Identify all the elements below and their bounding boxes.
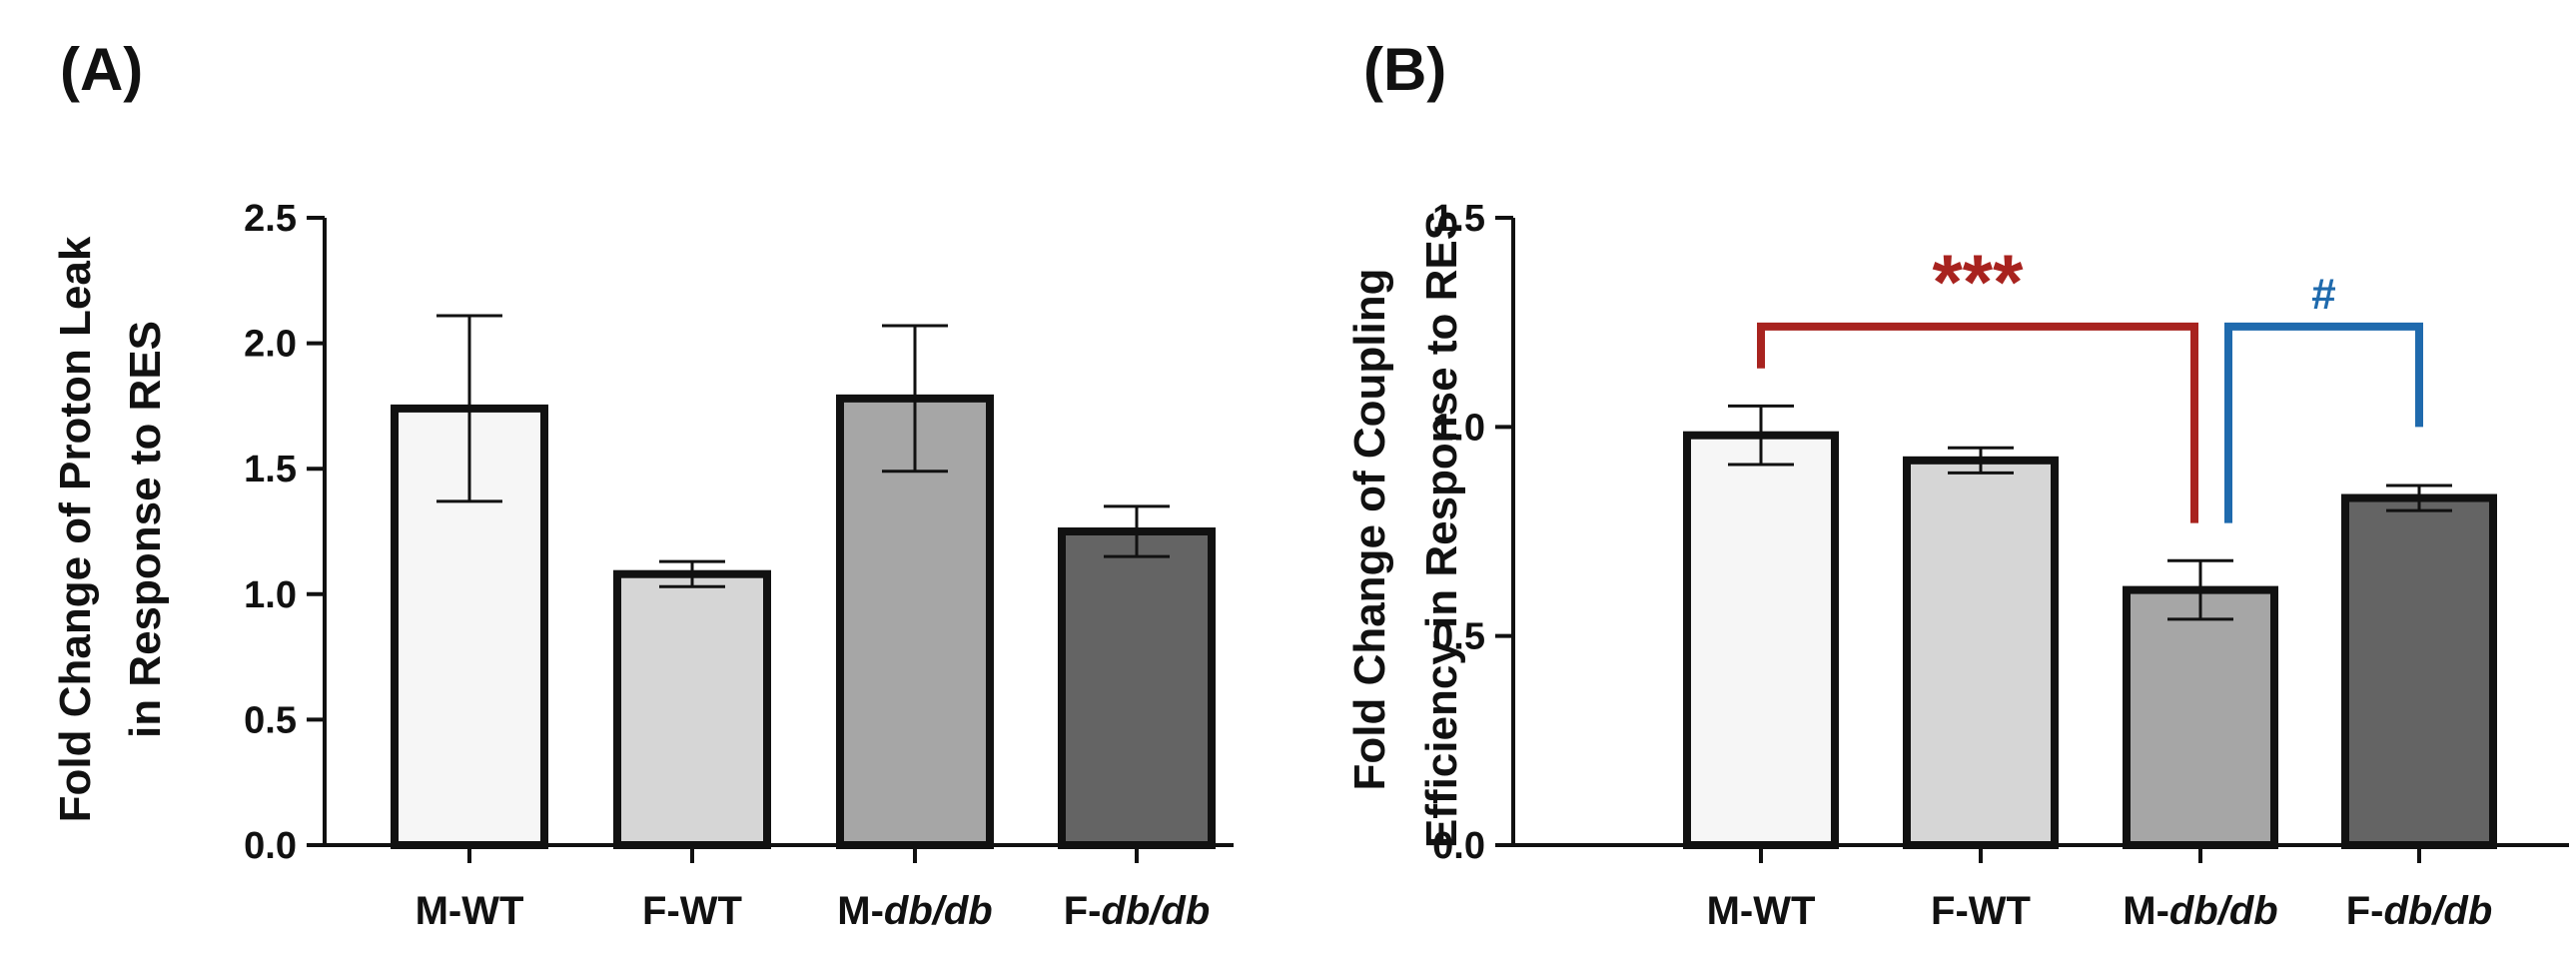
category-label: M-db/db: [837, 889, 993, 933]
category-label-prefix: F-: [1931, 889, 1969, 933]
y-tick-label: 2.5: [244, 198, 297, 240]
category-label-suffix: db/db: [1101, 889, 1210, 933]
category-label: M-WT: [416, 889, 524, 933]
category-label-prefix: M-: [2123, 889, 2169, 933]
chart-panel-a: (A) 0.0 0.5 1.0 1.5 2.0 2.5 Fold Change of Prot…: [51, 36, 1234, 933]
category-label: M-db/db: [2123, 889, 2278, 933]
category-label-suffix: db/db: [2169, 889, 2278, 933]
y-tick-label: 1.5: [1432, 198, 1485, 240]
y-tick-label: 0.0: [1432, 825, 1485, 867]
bar: [2123, 585, 2278, 850]
category-label-suffix: db/db: [2383, 889, 2492, 933]
category-label-suffix: WT: [680, 889, 742, 933]
y-axis-title-line: Fold Change of Proton Leak: [51, 236, 100, 822]
y-tick-label: 0.5: [244, 699, 297, 741]
category-label-suffix: WT: [1753, 889, 1815, 933]
category-label-suffix: db/db: [884, 889, 993, 933]
y-tick-label: 0.5: [1432, 616, 1485, 658]
category-label-prefix: M-: [837, 889, 884, 933]
y-axis-title-line: in Response to RES: [121, 321, 170, 738]
bar: [1058, 527, 1216, 849]
bar: [1683, 431, 1839, 849]
y-tick-label: 1.5: [244, 449, 297, 490]
category-label-prefix: M-: [416, 889, 462, 933]
category-label: F-WT: [642, 889, 742, 933]
y-tick-label: 1.0: [1432, 407, 1485, 449]
bar: [1903, 456, 2059, 849]
y-axis-title-line: Efficiency in Response to RES: [1417, 211, 1466, 848]
significance-label: ***: [1932, 238, 2024, 326]
category-label-suffix: WT: [461, 889, 523, 933]
panel-label: (B): [1363, 36, 1446, 103]
panel-label: (A): [60, 36, 143, 103]
bar: [2341, 493, 2497, 849]
category-label: M-WT: [1707, 889, 1816, 933]
significance-label: #: [2311, 270, 2335, 319]
y-tick-label: 1.0: [244, 574, 297, 616]
category-label-suffix: WT: [1969, 889, 2031, 933]
category-label-prefix: F-: [2346, 889, 2384, 933]
category-label: F-db/db: [2346, 889, 2493, 933]
bar: [613, 569, 771, 849]
y-axis-title-line: Fold Change of Coupling: [1345, 268, 1394, 790]
category-label-prefix: F-: [1064, 889, 1102, 933]
y-tick-label: 0.0: [244, 825, 297, 867]
chart-panel-b: (B) 0.0 0.5 1.0 1.5 Fold Change of Coupling Ef…: [1345, 36, 2569, 933]
y-tick-label: 2.0: [244, 324, 297, 366]
significance-bracket: [1757, 322, 2198, 523]
category-label-prefix: F-: [642, 889, 680, 933]
category-label: F-db/db: [1064, 889, 1211, 933]
category-label: F-WT: [1931, 889, 2031, 933]
category-label-prefix: M-: [1707, 889, 1754, 933]
significance-bracket: [2224, 322, 2423, 523]
